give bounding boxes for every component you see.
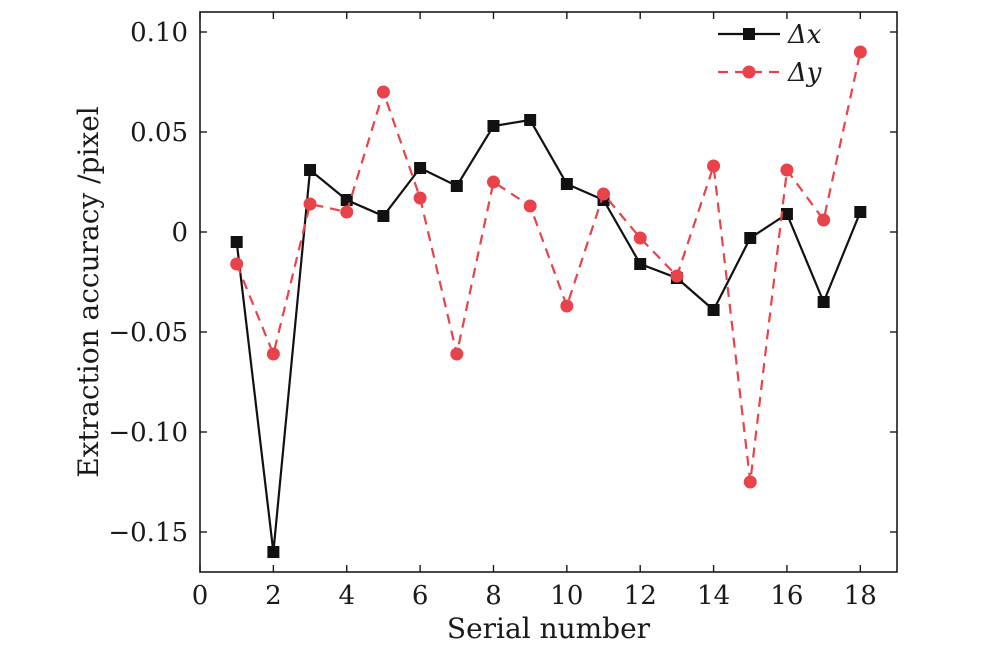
x-tick-label: 0 [192, 581, 209, 611]
x-tick-label: 4 [338, 581, 355, 611]
x-tick-label: 12 [624, 581, 657, 611]
x-tick-label: 6 [412, 581, 429, 611]
y-axis-title: Extraction accuracy /pixel [72, 106, 105, 477]
series-dx-line [235, 118, 862, 553]
series-dy-point [376, 85, 390, 99]
series-dy-point [266, 347, 280, 361]
series-dx-point [340, 194, 353, 206]
x-tick-label: 18 [844, 581, 877, 611]
y-tick-label: 0.10 [130, 18, 188, 48]
series-dy-line [235, 51, 862, 483]
plot-frame [199, 11, 898, 573]
series-dx-point [854, 206, 867, 218]
series-dx-point [230, 236, 243, 248]
y-tick-label: −0.10 [108, 418, 188, 448]
x-axis-title: Serial number [447, 612, 651, 645]
series-dx-point [780, 208, 793, 220]
series-dx-point [634, 258, 647, 270]
series-dy-point [743, 475, 757, 489]
x-tick-label: 10 [550, 581, 583, 611]
legend-dy-label: Δy [787, 58, 822, 88]
legend-dx-label: Δx [787, 20, 822, 50]
legend-dy-marker [742, 65, 756, 79]
x-tick-label: 8 [485, 581, 502, 611]
series-dx-point [414, 162, 427, 174]
series-dx-point [267, 546, 280, 558]
x-tick-label: 14 [697, 581, 730, 611]
series-dy-point [707, 159, 721, 173]
series-dx-point [487, 120, 500, 132]
series-dx-point [707, 304, 720, 316]
series-dy-point [523, 199, 537, 213]
legend-dx-marker [743, 28, 755, 40]
x-tick-label: 2 [265, 581, 282, 611]
series-dy-point [780, 163, 794, 177]
series-dx-point [377, 210, 390, 222]
series-dy-point [597, 187, 611, 201]
series-dy-point [486, 175, 500, 189]
series-dx-point [817, 296, 830, 308]
y-tick-label: 0 [171, 218, 188, 248]
y-tick-label: −0.15 [108, 518, 188, 548]
y-tick-label: −0.05 [108, 318, 188, 348]
series-dy-point [670, 269, 684, 283]
series-dy-point [450, 347, 464, 361]
series-dy-point [230, 257, 244, 271]
series-dy-point [303, 197, 317, 211]
series-dy-point [560, 299, 574, 313]
series-dy-point [633, 231, 647, 245]
series-dx-point [524, 114, 537, 126]
x-tick-label: 16 [770, 581, 803, 611]
series-dy-point [340, 205, 354, 219]
series-dy-point [817, 213, 831, 227]
y-tick-label: 0.05 [130, 118, 188, 148]
series-dx-point [304, 164, 317, 176]
series-dx-point [560, 178, 573, 190]
series-dx-point [450, 180, 463, 192]
series-dy-point [413, 191, 427, 205]
series-dx-point [744, 232, 757, 244]
series-dy-point [853, 45, 867, 59]
